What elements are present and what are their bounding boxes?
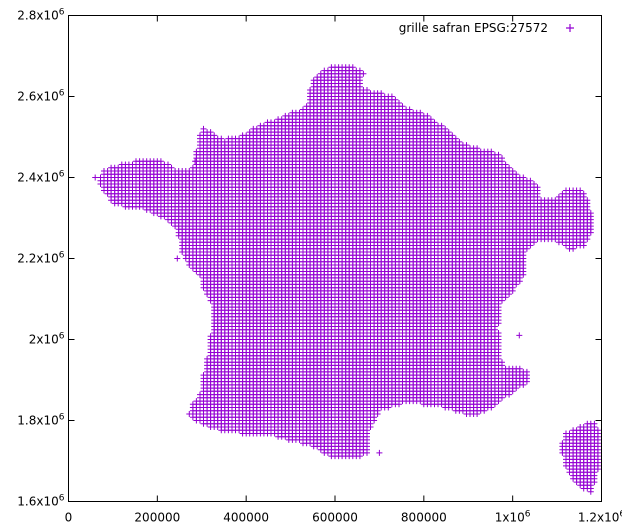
scatter-points [92,64,601,495]
data-point [157,158,164,165]
